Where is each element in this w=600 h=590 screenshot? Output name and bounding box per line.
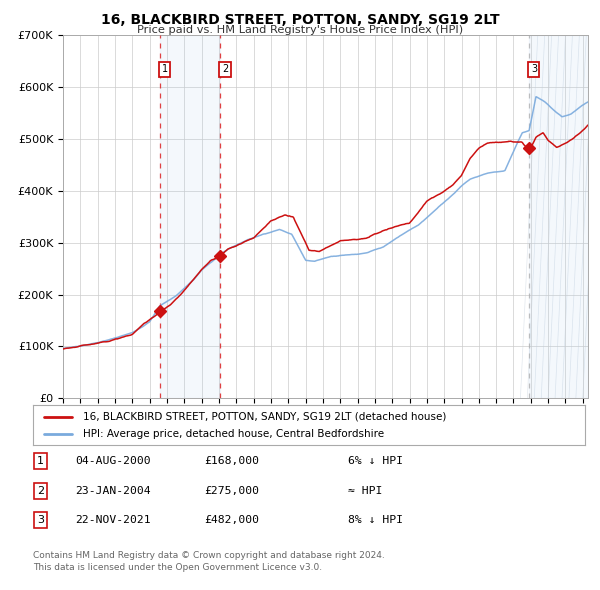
- Text: Price paid vs. HM Land Registry's House Price Index (HPI): Price paid vs. HM Land Registry's House …: [137, 25, 463, 35]
- Text: 1: 1: [37, 457, 44, 466]
- Text: 22-NOV-2021: 22-NOV-2021: [75, 516, 151, 525]
- Text: 3: 3: [37, 516, 44, 525]
- Text: 04-AUG-2000: 04-AUG-2000: [75, 457, 151, 466]
- Text: This data is licensed under the Open Government Licence v3.0.: This data is licensed under the Open Gov…: [33, 563, 322, 572]
- Text: 16, BLACKBIRD STREET, POTTON, SANDY, SG19 2LT: 16, BLACKBIRD STREET, POTTON, SANDY, SG1…: [101, 13, 499, 27]
- Text: ≈ HPI: ≈ HPI: [348, 486, 382, 496]
- Text: £168,000: £168,000: [204, 457, 259, 466]
- Text: 2: 2: [37, 486, 44, 496]
- Text: 3: 3: [531, 64, 537, 74]
- Text: Contains HM Land Registry data © Crown copyright and database right 2024.: Contains HM Land Registry data © Crown c…: [33, 551, 385, 560]
- Bar: [160, 35, 220, 398]
- Text: 6% ↓ HPI: 6% ↓ HPI: [348, 457, 403, 466]
- Text: £482,000: £482,000: [204, 516, 259, 525]
- Bar: [529, 35, 588, 398]
- Text: 23-JAN-2004: 23-JAN-2004: [75, 486, 151, 496]
- Text: 16, BLACKBIRD STREET, POTTON, SANDY, SG19 2LT (detached house): 16, BLACKBIRD STREET, POTTON, SANDY, SG1…: [83, 412, 446, 422]
- Text: 1: 1: [161, 64, 168, 74]
- Text: £275,000: £275,000: [204, 486, 259, 496]
- Text: 8% ↓ HPI: 8% ↓ HPI: [348, 516, 403, 525]
- Text: 2: 2: [222, 64, 228, 74]
- Text: HPI: Average price, detached house, Central Bedfordshire: HPI: Average price, detached house, Cent…: [83, 429, 384, 439]
